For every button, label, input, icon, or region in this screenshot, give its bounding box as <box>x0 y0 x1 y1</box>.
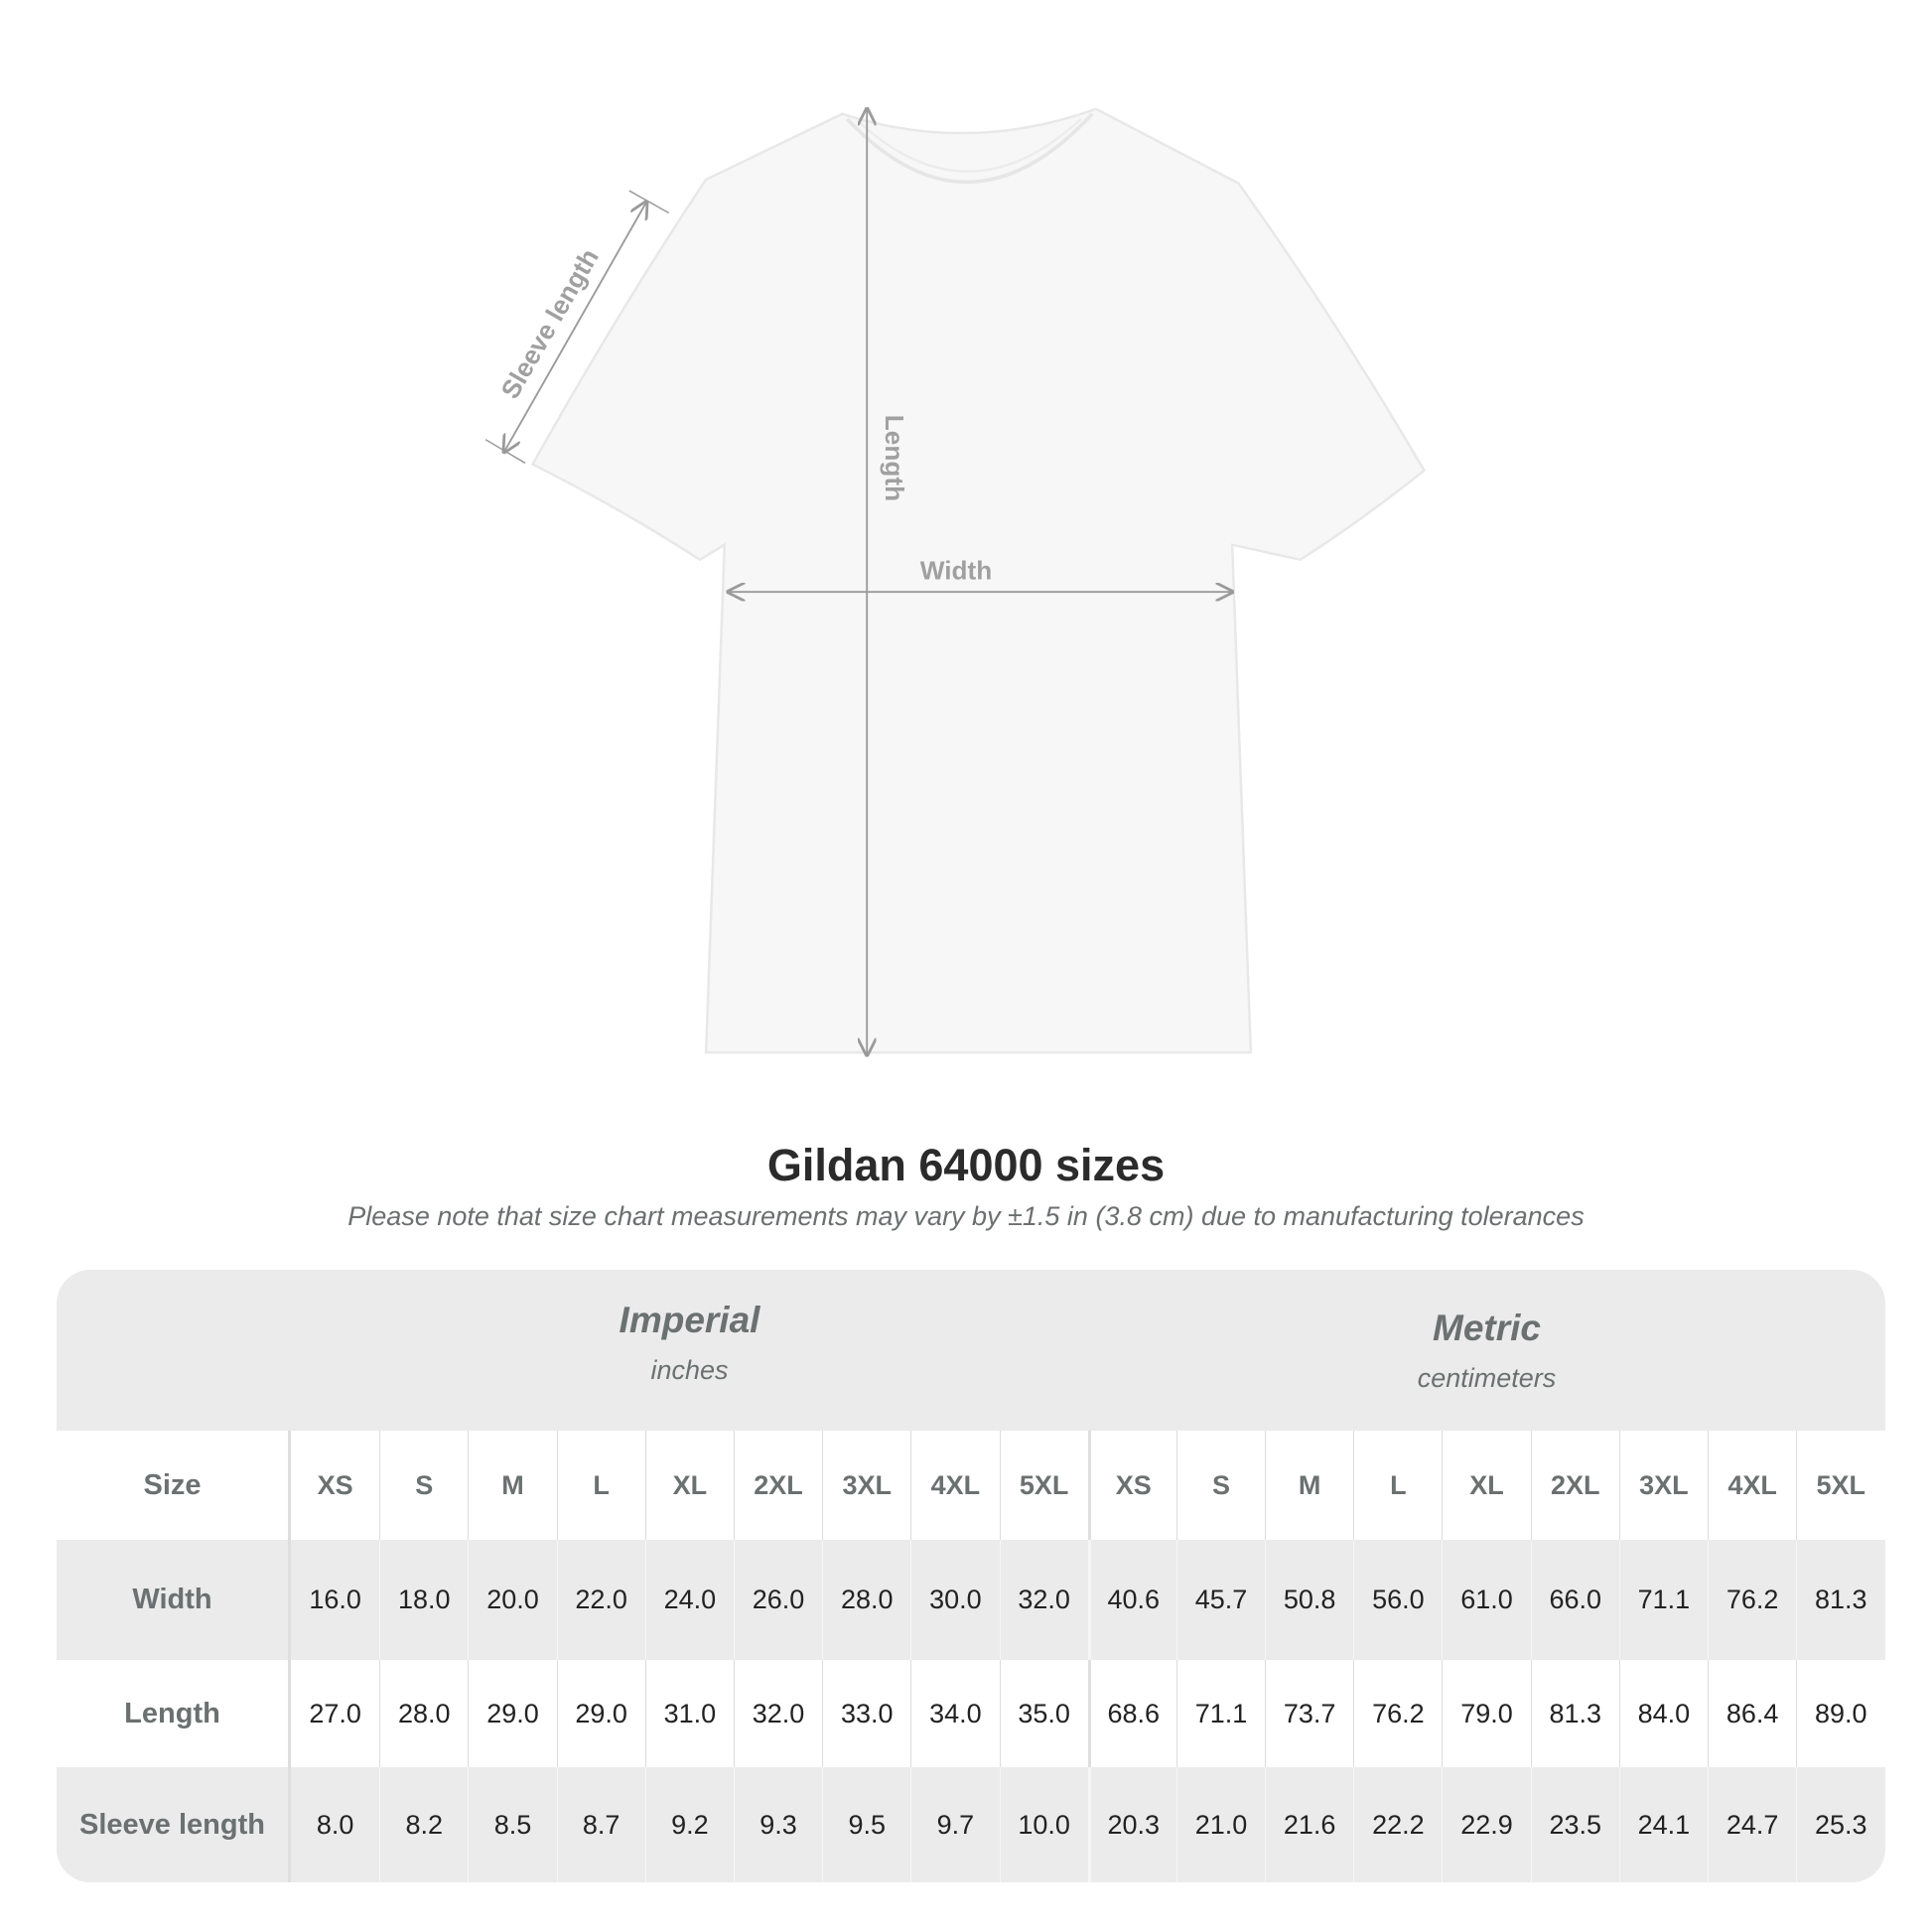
unit-header: Imperial inches Metric centimeters <box>57 1270 1885 1431</box>
table-row: Width 16.0 18.0 20.0 22.0 24.0 26.0 28.0 30.0 32.… <box>57 1540 1885 1660</box>
table-cell: 20.0 <box>468 1540 556 1660</box>
table-cell: 22.0 <box>556 1540 645 1660</box>
width-label: Width <box>920 556 992 586</box>
table-cell: 24.7 <box>1708 1767 1796 1882</box>
table-cell: 76.2 <box>1708 1540 1796 1660</box>
table-cell: 21.0 <box>1175 1767 1265 1882</box>
table-cell: 25.3 <box>1796 1767 1884 1882</box>
table-cell: 23.5 <box>1530 1767 1619 1882</box>
table-cell: 20.3 <box>1087 1767 1176 1882</box>
table-cell: 28.0 <box>822 1540 910 1660</box>
table-cell: 9.2 <box>644 1767 734 1882</box>
size-header: M <box>1265 1431 1353 1540</box>
size-header: XL <box>1442 1431 1530 1540</box>
table-cell: 24.1 <box>1618 1767 1708 1882</box>
tolerance-note: Please note that size chart measurements… <box>347 1201 1585 1231</box>
table-cell: 81.3 <box>1530 1660 1619 1767</box>
table-cell: 89.0 <box>1796 1660 1884 1767</box>
size-header: XL <box>644 1431 734 1540</box>
size-header: 5XL <box>1796 1431 1884 1540</box>
size-header: 5XL <box>999 1431 1088 1540</box>
table-cell: 8.7 <box>556 1767 645 1882</box>
table-cell: 27.0 <box>309 1698 361 1728</box>
table-cell: 35.0 <box>999 1660 1088 1767</box>
metric-label: Metric <box>1433 1308 1541 1348</box>
size-header: S <box>379 1431 468 1540</box>
table-cell: 86.4 <box>1708 1660 1796 1767</box>
table-cell: 8.0 <box>316 1809 354 1840</box>
size-header: XS <box>317 1469 353 1500</box>
tshirt-diagram: Length Width Sleeve length <box>484 0 1427 1092</box>
table-cell: 71.1 <box>1175 1660 1265 1767</box>
table-cell: 66.0 <box>1530 1540 1619 1660</box>
table-cell: 28.0 <box>379 1660 468 1767</box>
table-cell: 32.0 <box>733 1660 822 1767</box>
table-cell: 8.2 <box>379 1767 468 1882</box>
table-cell: 29.0 <box>468 1660 556 1767</box>
table-cell: 9.3 <box>733 1767 822 1882</box>
table-cell: 73.7 <box>1265 1660 1353 1767</box>
table-cell: 40.6 <box>1087 1540 1176 1660</box>
row-label: Length <box>57 1660 291 1767</box>
size-header: 3XL <box>1618 1431 1708 1540</box>
table-cell: 32.0 <box>999 1540 1088 1660</box>
table-cell: 30.0 <box>910 1540 999 1660</box>
metric-header: Metric centimeters <box>1088 1308 1885 1394</box>
table-cell: 71.1 <box>1618 1540 1708 1660</box>
table-cell: 76.2 <box>1353 1660 1442 1767</box>
table-cell: 68.6 <box>1087 1660 1176 1767</box>
imperial-unit: inches <box>650 1355 729 1385</box>
imperial-label: Imperial <box>619 1300 760 1340</box>
size-header: XS <box>1087 1431 1176 1540</box>
length-label: Length <box>880 415 909 501</box>
table-cell: 8.5 <box>468 1767 556 1882</box>
size-header: 2XL <box>733 1431 822 1540</box>
size-header: L <box>1353 1431 1442 1540</box>
table-cell: 22.2 <box>1353 1767 1442 1882</box>
page-title: Gildan 64000 sizes <box>766 1140 1166 1190</box>
table-cell: 24.0 <box>644 1540 734 1660</box>
row-label: Width <box>57 1540 291 1660</box>
table-cell: 18.0 <box>379 1540 468 1660</box>
table-cell: 81.3 <box>1796 1540 1884 1660</box>
size-table: Imperial inches Metric centimeters Size X… <box>57 1270 1885 1882</box>
table-cell: 61.0 <box>1442 1540 1530 1660</box>
table-cell: 45.7 <box>1175 1540 1265 1660</box>
table-row: Sleeve length 8.0 8.2 8.5 8.7 9.2 9.3 9.5 9.7 10.… <box>57 1767 1885 1882</box>
table-cell: 16.0 <box>309 1585 361 1614</box>
table-cell: 31.0 <box>644 1660 734 1767</box>
table-row: Length 27.0 28.0 29.0 29.0 31.0 32.0 33.0 34.0 35… <box>57 1660 1885 1767</box>
table-cell: 56.0 <box>1353 1540 1442 1660</box>
size-header: 4XL <box>1708 1431 1796 1540</box>
table-cell: 29.0 <box>556 1660 645 1767</box>
table-cell: 79.0 <box>1442 1660 1530 1767</box>
table-cell: 10.0 <box>999 1767 1088 1882</box>
sleeve-arrow <box>504 202 646 452</box>
size-header: L <box>556 1431 645 1540</box>
table-cell: 21.6 <box>1265 1767 1353 1882</box>
table-cell: 34.0 <box>910 1660 999 1767</box>
row-label: Size <box>57 1431 291 1540</box>
size-header: 4XL <box>910 1431 999 1540</box>
size-header: 2XL <box>1530 1431 1619 1540</box>
table-cell: 33.0 <box>822 1660 910 1767</box>
table-cell: 9.7 <box>910 1767 999 1882</box>
size-header: 3XL <box>822 1431 910 1540</box>
size-row: Size XS S M L XL 2XL 3XL 4XL 5XL XS S M L XL 2XL 3XL 4XL 5… <box>57 1431 1885 1540</box>
size-header: M <box>468 1431 556 1540</box>
table-cell: 50.8 <box>1265 1540 1353 1660</box>
metric-unit: centimeters <box>1417 1363 1557 1393</box>
table-cell: 26.0 <box>733 1540 822 1660</box>
table-cell: 22.9 <box>1442 1767 1530 1882</box>
size-header: S <box>1175 1431 1265 1540</box>
table-cell: 9.5 <box>822 1767 910 1882</box>
table-cell: 84.0 <box>1618 1660 1708 1767</box>
row-label: Sleeve length <box>57 1767 291 1882</box>
imperial-header: Imperial inches <box>291 1300 1088 1386</box>
